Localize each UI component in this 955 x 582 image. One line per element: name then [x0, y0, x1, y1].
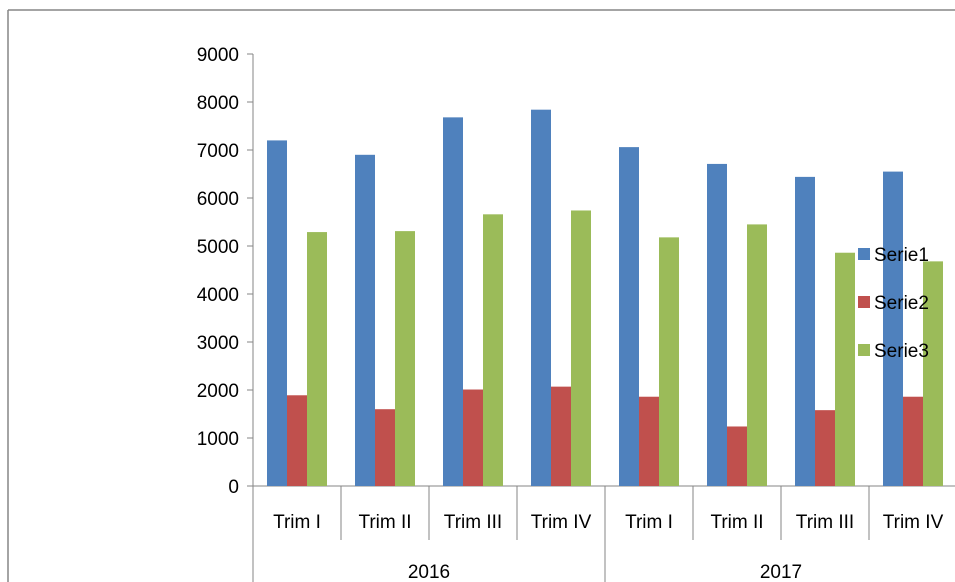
- bar-serie3-8: [923, 261, 943, 486]
- y-tick-label: 9000: [197, 45, 239, 66]
- chart-border: [7, 9, 955, 582]
- bar-serie2-4: [551, 386, 571, 486]
- y-tick-label: 2000: [197, 381, 239, 402]
- bar-serie3-6: [747, 224, 767, 486]
- y-tick-label: 4000: [197, 285, 239, 306]
- bar-serie3-2: [395, 231, 415, 486]
- legend-label-serie1: Serie1: [874, 245, 929, 266]
- category-label: Trim II: [710, 512, 763, 533]
- axis-labels: 0 1000 2000 3000 4000 5000 6000 7000 8000 9000 Tri…: [197, 45, 944, 582]
- bar-serie1-7: [795, 176, 815, 486]
- legend: Serie1 Serie2 Serie3: [858, 245, 929, 362]
- y-tick-label: 1000: [197, 429, 239, 450]
- bar-serie1-2: [355, 154, 375, 487]
- category-label: Trim III: [796, 512, 854, 533]
- bar-serie2-8: [903, 396, 923, 486]
- bar-serie1-3: [443, 117, 463, 487]
- legend-swatch-serie1: [858, 248, 870, 260]
- y-tick-label: 5000: [197, 237, 239, 258]
- bar-serie2-1: [287, 395, 307, 486]
- y-tick-label: 3000: [197, 333, 239, 354]
- legend-swatch-serie3: [858, 344, 870, 356]
- category-label: Trim IV: [531, 512, 592, 533]
- legend-label-serie2: Serie2: [874, 293, 929, 314]
- bar-serie2-6: [727, 426, 747, 486]
- bar-serie1-8: [883, 171, 903, 486]
- y-tick-label: 6000: [197, 189, 239, 210]
- legend-swatch-serie2: [858, 296, 870, 308]
- category-label: Trim IV: [883, 512, 944, 533]
- category-label: Trim I: [273, 512, 321, 533]
- bar-serie3-5: [659, 237, 679, 486]
- category-label: Trim I: [625, 512, 673, 533]
- bar-serie1-1: [267, 140, 287, 486]
- bar-serie2-5: [639, 396, 659, 486]
- bar-serie3-1: [307, 232, 327, 486]
- bar-serie3-7: [835, 252, 855, 486]
- category-label: Trim III: [444, 512, 502, 533]
- bar-serie2-7: [815, 410, 835, 486]
- bar-serie1-5: [619, 147, 639, 486]
- bar-serie3-3: [483, 214, 503, 486]
- category-label: Trim II: [358, 512, 411, 533]
- legend-label-serie3: Serie3: [874, 341, 929, 362]
- y-tick-label: 0: [228, 477, 239, 498]
- group-label: 2016: [408, 562, 450, 582]
- bars: [267, 109, 943, 487]
- bar-serie3-4: [571, 210, 591, 487]
- bar-serie1-4: [531, 109, 551, 487]
- bar-serie2-2: [375, 409, 395, 486]
- bar-serie2-3: [463, 389, 483, 486]
- bar-serie1-6: [707, 163, 727, 487]
- group-label: 2017: [760, 562, 802, 582]
- y-tick-label: 7000: [197, 141, 239, 162]
- y-tick-label: 8000: [197, 93, 239, 114]
